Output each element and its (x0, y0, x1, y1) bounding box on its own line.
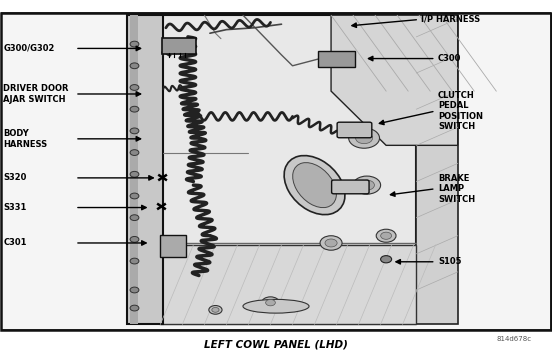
Circle shape (209, 306, 222, 314)
Circle shape (130, 287, 139, 293)
Text: S331: S331 (3, 203, 27, 212)
FancyBboxPatch shape (319, 51, 355, 67)
Circle shape (381, 232, 391, 239)
Circle shape (130, 85, 139, 90)
Text: S320: S320 (3, 174, 27, 182)
Circle shape (353, 176, 381, 194)
Ellipse shape (284, 156, 345, 215)
Bar (416, 15, 458, 324)
Circle shape (212, 307, 219, 312)
Text: S105: S105 (438, 257, 461, 266)
Text: CLUTCH
PEDAL
POSITION
SWITCH: CLUTCH PEDAL POSITION SWITCH (438, 91, 483, 131)
Circle shape (130, 193, 139, 199)
Ellipse shape (293, 163, 336, 208)
Circle shape (320, 236, 342, 250)
Bar (130, 15, 139, 324)
Bar (128, 15, 163, 324)
Circle shape (266, 299, 275, 306)
Text: LEFT COWL PANEL (LHD): LEFT COWL PANEL (LHD) (204, 339, 348, 349)
Text: I/P HARNESS: I/P HARNESS (421, 15, 480, 24)
Bar (1, 13, 551, 330)
Text: DRIVER DOOR
AJAR SWITCH: DRIVER DOOR AJAR SWITCH (3, 84, 69, 104)
Bar (1, 13, 551, 330)
Circle shape (130, 258, 139, 264)
Text: C301: C301 (3, 238, 27, 248)
Bar (161, 15, 416, 324)
Text: BODY
HARNESS: BODY HARNESS (3, 129, 47, 148)
Circle shape (262, 297, 279, 309)
Text: BRAKE
LAMP
SWITCH: BRAKE LAMP SWITCH (438, 174, 475, 204)
Circle shape (130, 171, 139, 177)
Circle shape (130, 63, 139, 69)
FancyBboxPatch shape (332, 180, 369, 194)
FancyBboxPatch shape (162, 38, 195, 54)
Circle shape (376, 229, 396, 242)
Polygon shape (331, 15, 458, 145)
Ellipse shape (243, 299, 309, 313)
Circle shape (130, 128, 139, 134)
Text: G300/G302: G300/G302 (3, 44, 55, 53)
Circle shape (130, 215, 139, 221)
Circle shape (359, 180, 374, 190)
Circle shape (130, 305, 139, 311)
Text: C300: C300 (438, 54, 461, 63)
Circle shape (325, 239, 337, 247)
Circle shape (130, 236, 139, 242)
Text: 814d678c: 814d678c (497, 336, 532, 342)
Circle shape (130, 150, 139, 155)
Circle shape (355, 132, 373, 144)
Circle shape (130, 41, 139, 47)
FancyBboxPatch shape (161, 234, 185, 257)
Circle shape (130, 106, 139, 112)
Circle shape (349, 128, 380, 148)
FancyBboxPatch shape (337, 122, 372, 138)
Circle shape (381, 256, 391, 263)
Bar (161, 245, 416, 324)
